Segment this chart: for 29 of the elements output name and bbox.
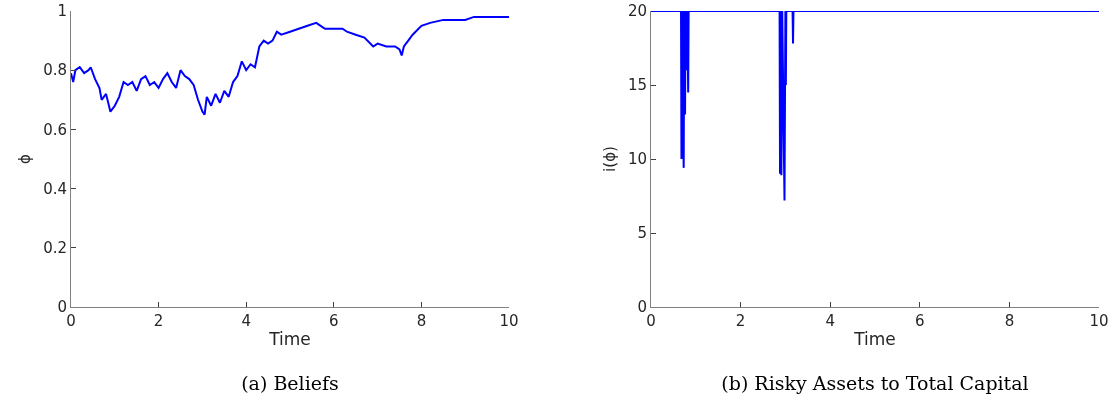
line-series <box>651 11 1099 202</box>
x-tick-label: 8 <box>416 312 427 330</box>
y-tick-label: 0.2 <box>43 239 67 258</box>
x-tick-label: 6 <box>915 312 925 330</box>
x-tick-label: 4 <box>825 312 835 330</box>
x-tick-label: 10 <box>1089 312 1109 330</box>
x-axis-title: Time <box>853 329 896 350</box>
y-tick-label: 0 <box>57 298 67 317</box>
x-tick-label: 2 <box>153 312 164 330</box>
x-tick-label: 2 <box>735 312 746 330</box>
y-tick-label: 0.8 <box>43 61 67 80</box>
line-series <box>71 15 509 116</box>
y-axis-title: ϕ <box>16 153 35 164</box>
y-axis-title: i(ϕ) <box>601 146 620 172</box>
x-tick-label: 6 <box>329 312 339 330</box>
y-tick-label: 10 <box>627 150 647 169</box>
x-tick-label: 4 <box>241 312 251 330</box>
y-tick-label: 0.4 <box>43 179 67 198</box>
x-axis-title: Time <box>268 329 311 350</box>
text: (b) Risky Assets to Total Capital <box>721 371 1029 394</box>
y-tick-label: 5 <box>637 224 647 243</box>
x-tick-label: 8 <box>1004 312 1015 330</box>
y-tick-label: 0.6 <box>43 120 67 139</box>
y-tick-label: 15 <box>627 76 647 95</box>
y-tick-label: 1 <box>57 2 67 21</box>
text: (a) Beliefs <box>241 371 339 394</box>
x-tick-label: 10 <box>499 312 519 330</box>
y-tick-label: 0 <box>637 298 647 317</box>
y-tick-label: 20 <box>627 2 647 21</box>
